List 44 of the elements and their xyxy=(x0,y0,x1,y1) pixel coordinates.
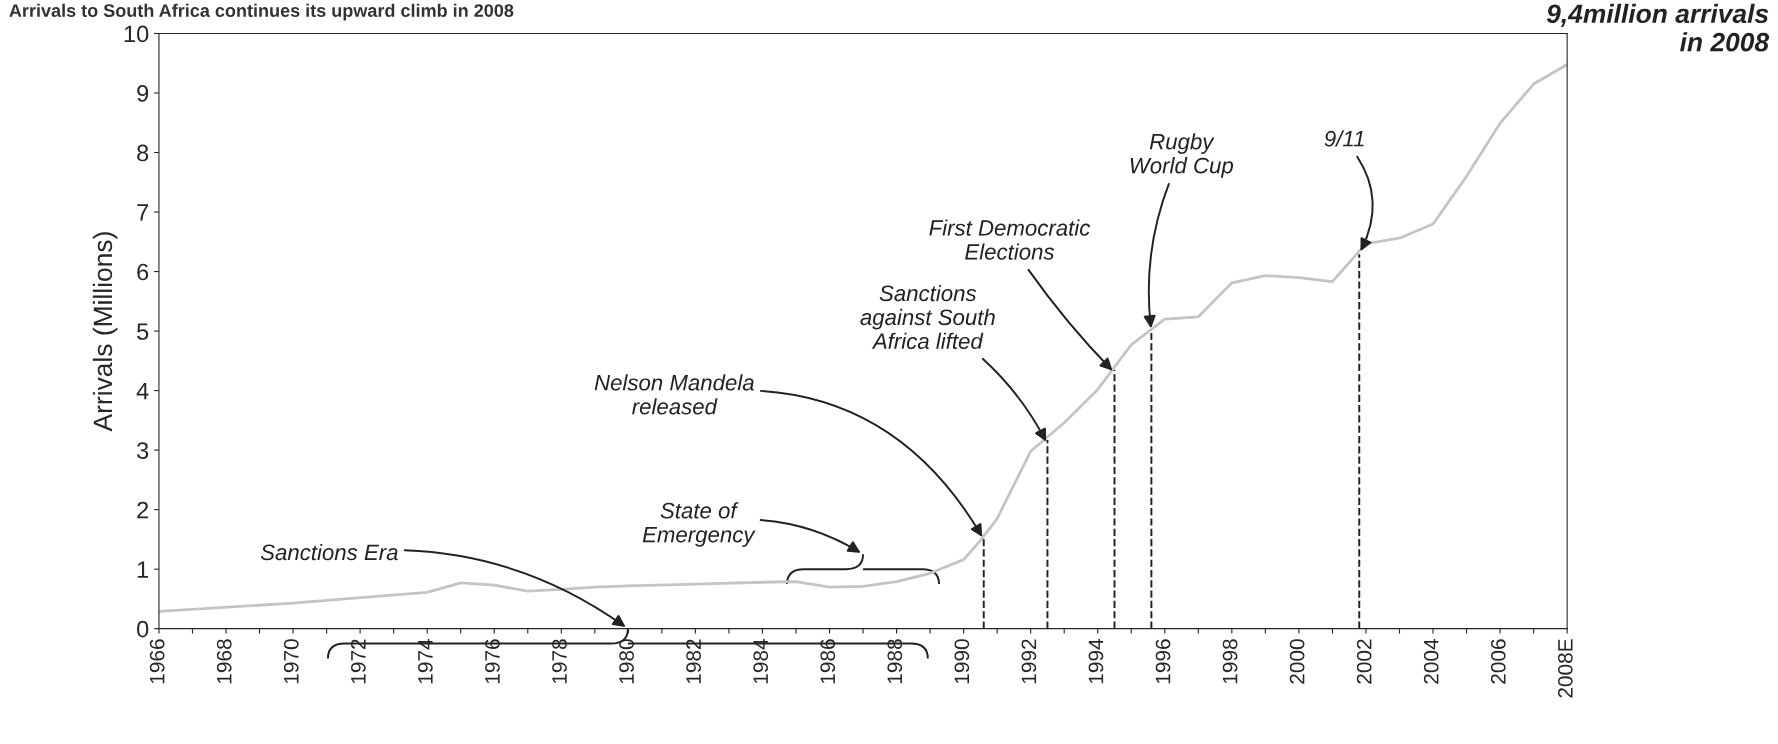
x-tick-label: 1994 xyxy=(1088,639,1104,684)
annotation: Rugby World Cup xyxy=(1130,133,1234,178)
x-tick-label: 1992 xyxy=(1021,639,1037,684)
x-tick-label: 1974 xyxy=(418,639,433,684)
x-tick-label: 1972 xyxy=(350,639,366,684)
x-tick-label: 1970 xyxy=(283,639,299,684)
annotation: State of Emergency xyxy=(642,502,756,547)
line-series xyxy=(158,63,1568,613)
y-tick-label: 9 xyxy=(137,85,149,102)
x-tick-label: 2002 xyxy=(1356,639,1372,684)
y-tick-label: 7 xyxy=(137,204,149,221)
x-tick-label: 1990 xyxy=(954,639,970,684)
y-tick-label: 3 xyxy=(137,442,149,459)
y-tick-label: 5 xyxy=(137,323,149,340)
y-tick-label: 2 xyxy=(137,501,149,519)
x-tick-label: 2006 xyxy=(1490,639,1506,684)
y-tick-label: 4 xyxy=(136,382,149,400)
x-tick-label: 1982 xyxy=(686,639,701,684)
x-tick-label: 1986 xyxy=(820,639,836,684)
y-axis-title: Arrivals (Millions) xyxy=(92,232,118,432)
y-tick-label: 1 xyxy=(137,561,149,578)
y-tick-label: 8 xyxy=(137,144,149,162)
y-tick-label: 6 xyxy=(137,263,149,281)
chart-title: Arrivals to South Africa continues its upward climb in 2008 xyxy=(9,3,514,21)
annotation: Nelson Mandela released xyxy=(594,374,754,415)
annotation: 9,4million arrivals in 2008 xyxy=(1546,3,1770,52)
x-tick-label: 1978 xyxy=(552,639,567,684)
x-tick-label: 2008E xyxy=(1557,639,1573,698)
x-tick-label: 2004 xyxy=(1423,639,1439,684)
x-tick-label: 1998 xyxy=(1222,639,1238,684)
annotation: 9/11 xyxy=(1324,130,1364,147)
annotation: Sanctions against South Africa lifted xyxy=(860,284,995,350)
x-tick-label: 1968 xyxy=(216,639,232,684)
x-tick-label: 1980 xyxy=(619,639,634,684)
x-tick-label: 1976 xyxy=(485,639,500,684)
x-tick-label: 1988 xyxy=(887,639,903,684)
x-tick-label: 1996 xyxy=(1155,639,1171,684)
y-tick-label: 10 xyxy=(124,25,149,43)
annotation: Sanctions Era xyxy=(260,543,398,561)
x-tick-label: 1966 xyxy=(149,639,165,684)
x-tick-label: 1984 xyxy=(753,639,769,684)
y-tick-label: 0 xyxy=(137,620,149,638)
annotation: First Democratic Elections xyxy=(929,219,1091,260)
x-tick-label: 2000 xyxy=(1289,639,1305,684)
